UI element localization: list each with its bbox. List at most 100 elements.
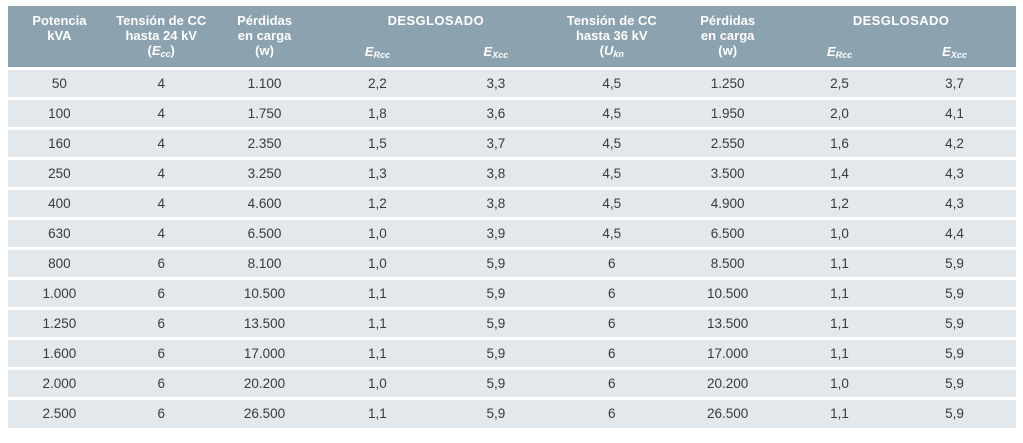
cell-excc-24kv: 5,9: [437, 306, 555, 338]
cell-tension-36kv: 6: [554, 336, 670, 368]
cell-perdidas-24kv: 10.500: [211, 276, 318, 308]
symbol-ecc-letter: E: [151, 43, 161, 58]
col-header-ercc-36kv: ERcc: [786, 39, 893, 68]
cell-ercc-36kv: 1,0: [786, 216, 893, 248]
excc36-letter: E: [942, 43, 951, 59]
cell-tension-24kv: 6: [110, 336, 212, 368]
col-header-excc-36kv: EXcc: [892, 39, 1016, 68]
cell-perdidas-36kv: 6.500: [669, 216, 787, 248]
cell-excc-24kv: 3,7: [437, 126, 555, 158]
cell-tension-36kv: 4,5: [554, 126, 670, 158]
col-header-tension-36kv: Tensión de CC hasta 36 kV (Ukn: [554, 6, 670, 68]
perdidas36-line1: Pérdidas: [700, 13, 756, 28]
cell-tension-36kv: 4,5: [554, 66, 670, 98]
symbol-ukn: (Ukn: [554, 43, 669, 59]
cell-ercc-36kv: 2,5: [786, 66, 893, 98]
cell-ercc-24kv: 1,8: [317, 96, 438, 128]
cell-potencia-kva: 2.000: [8, 366, 111, 398]
cell-excc-36kv: 5,9: [892, 276, 1016, 308]
cell-tension-36kv: 6: [554, 306, 670, 338]
table-row: 800 6 8.100 1,0 5,9 6 8.500 1,1 5,9: [8, 246, 1016, 278]
cell-tension-24kv: 4: [110, 186, 212, 218]
cell-potencia-kva: 2.500: [8, 396, 111, 428]
symbol-ukn-subscript: kn: [613, 49, 624, 59]
cell-tension-24kv: 4: [110, 126, 212, 158]
cell-potencia-kva: 1.000: [8, 276, 111, 308]
cell-ercc-24kv: 1,0: [317, 246, 438, 278]
cell-tension-36kv: 6: [554, 366, 670, 398]
table-row: 100 4 1.750 1,8 3,6 4,5 1.950 2,0 4,1: [8, 96, 1016, 128]
cell-perdidas-24kv: 6.500: [211, 216, 318, 248]
symbol-ecc-open-paren: (: [147, 43, 152, 58]
cell-perdidas-36kv: 2.550: [669, 126, 787, 158]
cell-tension-24kv: 6: [110, 246, 212, 278]
perdidas36-line2: en carga: [700, 28, 755, 43]
cell-excc-36kv: 5,9: [892, 246, 1016, 278]
cell-excc-24kv: 3,8: [437, 156, 555, 188]
cell-perdidas-24kv: 17.000: [211, 336, 318, 368]
cell-tension-36kv: 6: [554, 276, 670, 308]
cell-potencia-kva: 630: [8, 216, 111, 248]
table-row: 1.000 6 10.500 1,1 5,9 6 10.500 1,1 5,9: [8, 276, 1016, 308]
cell-excc-24kv: 3,3: [437, 66, 555, 98]
potencia-line2: kVA: [47, 28, 72, 43]
cell-tension-24kv: 6: [110, 276, 212, 308]
cell-potencia-kva: 1.600: [8, 336, 111, 368]
col-header-perdidas-36kv: Pérdidas en carga (w): [669, 6, 787, 68]
cell-perdidas-36kv: 3.500: [669, 156, 787, 188]
cell-ercc-36kv: 1,1: [786, 276, 893, 308]
cell-excc-24kv: 3,6: [437, 96, 555, 128]
perdidas24-line2: en carga: [237, 28, 292, 43]
cell-ercc-36kv: 1,0: [786, 366, 893, 398]
col-header-desglosado-36kv: DESGLOSADO: [786, 6, 1016, 39]
cell-perdidas-36kv: 10.500: [669, 276, 787, 308]
cell-ercc-36kv: 2,0: [786, 96, 893, 128]
cell-excc-36kv: 5,9: [892, 336, 1016, 368]
cell-excc-36kv: 5,9: [892, 396, 1016, 428]
header-row-sub: ERcc EXcc ERcc EXcc: [8, 39, 1016, 68]
cell-potencia-kva: 100: [8, 96, 111, 128]
cell-ercc-24kv: 1,3: [317, 156, 438, 188]
table-row: 400 4 4.600 1,2 3,8 4,5 4.900 1,2 4,3: [8, 186, 1016, 218]
col-header-tension-24kv: Tensión de CC hasta 24 kV (Ecc): [110, 6, 212, 68]
excc24-subscript: Xcc: [492, 49, 509, 60]
cell-ercc-36kv: 1,2: [786, 186, 893, 218]
perdidas24-line1: Pérdidas: [237, 13, 292, 28]
cell-excc-36kv: 4,1: [892, 96, 1016, 128]
symbol-ecc-close-paren: ): [170, 43, 175, 58]
cell-tension-24kv: 4: [110, 96, 212, 128]
cell-perdidas-24kv: 1.750: [211, 96, 318, 128]
cell-perdidas-24kv: 20.200: [211, 366, 318, 398]
table-row: 630 4 6.500 1,0 3,9 4,5 6.500 1,0 4,4: [8, 216, 1016, 248]
excc36-subscript: Xcc: [950, 49, 967, 60]
cell-tension-24kv: 4: [110, 216, 212, 248]
cell-perdidas-36kv: 13.500: [669, 306, 787, 338]
symbol-ukn-letter: U: [603, 43, 614, 58]
cell-excc-36kv: 3,7: [892, 66, 1016, 98]
cell-tension-24kv: 6: [110, 366, 212, 398]
header-row-main: Potencia kVA Tensión de CC hasta 24 kV (…: [8, 6, 1016, 68]
ercc24-letter: E: [364, 43, 374, 59]
cell-ercc-24kv: 1,1: [317, 276, 438, 308]
col-header-potencia: Potencia kVA: [8, 6, 111, 68]
table-row: 1.250 6 13.500 1,1 5,9 6 13.500 1,1 5,9: [8, 306, 1016, 338]
ercc24-subscript: Rcc: [373, 49, 390, 60]
cell-ercc-36kv: 1,4: [786, 156, 893, 188]
perdidas24-unit: (w): [255, 43, 274, 58]
cell-excc-36kv: 4,3: [892, 186, 1016, 218]
cell-perdidas-24kv: 2.350: [211, 126, 318, 158]
cell-tension-36kv: 4,5: [554, 156, 670, 188]
cell-ercc-24kv: 2,2: [317, 66, 438, 98]
cell-perdidas-24kv: 1.100: [211, 66, 318, 98]
cell-potencia-kva: 400: [8, 186, 111, 218]
symbol-ecc-subscript: cc: [160, 49, 171, 59]
cell-potencia-kva: 800: [8, 246, 111, 278]
excc24-letter: E: [483, 43, 493, 59]
cell-perdidas-24kv: 3.250: [211, 156, 318, 188]
ercc36-letter: E: [826, 43, 836, 59]
tension24-line2: hasta 24 kV: [125, 28, 197, 43]
cell-tension-36kv: 6: [554, 246, 670, 278]
cell-perdidas-36kv: 1.250: [669, 66, 787, 98]
table-row: 2.000 6 20.200 1,0 5,9 6 20.200 1,0 5,9: [8, 366, 1016, 398]
